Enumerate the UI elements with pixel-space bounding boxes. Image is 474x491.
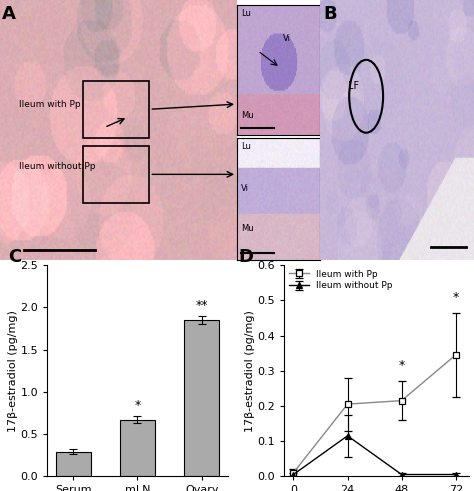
Bar [83,81,149,138]
Text: Mu: Mu [241,110,254,120]
Y-axis label: 17β-estradiol (pg/mg): 17β-estradiol (pg/mg) [245,310,255,432]
Text: Vi: Vi [241,185,249,193]
Y-axis label: 17β-estradiol (pg/mg): 17β-estradiol (pg/mg) [8,310,18,432]
Text: *: * [134,399,141,412]
Bar [83,146,149,203]
Text: Vi: Vi [283,34,291,43]
Text: Lu: Lu [241,9,251,18]
Text: Mu: Mu [241,223,254,233]
Text: A: A [2,5,16,23]
Text: LF: LF [348,81,359,91]
Text: **: ** [195,299,208,312]
Text: B: B [323,5,337,23]
Text: D: D [238,248,253,266]
Text: *: * [453,291,459,304]
Text: C: C [8,248,21,266]
Text: Lu: Lu [241,141,251,151]
Text: *: * [399,359,405,373]
Legend: Ileum with Pp, Ileum without Pp: Ileum with Pp, Ileum without Pp [289,270,392,290]
Text: Ileum with Pp: Ileum with Pp [19,100,81,109]
Text: Ileum without Pp: Ileum without Pp [19,162,95,171]
Bar [184,320,219,476]
Bar [120,420,155,476]
Bar [55,452,91,476]
